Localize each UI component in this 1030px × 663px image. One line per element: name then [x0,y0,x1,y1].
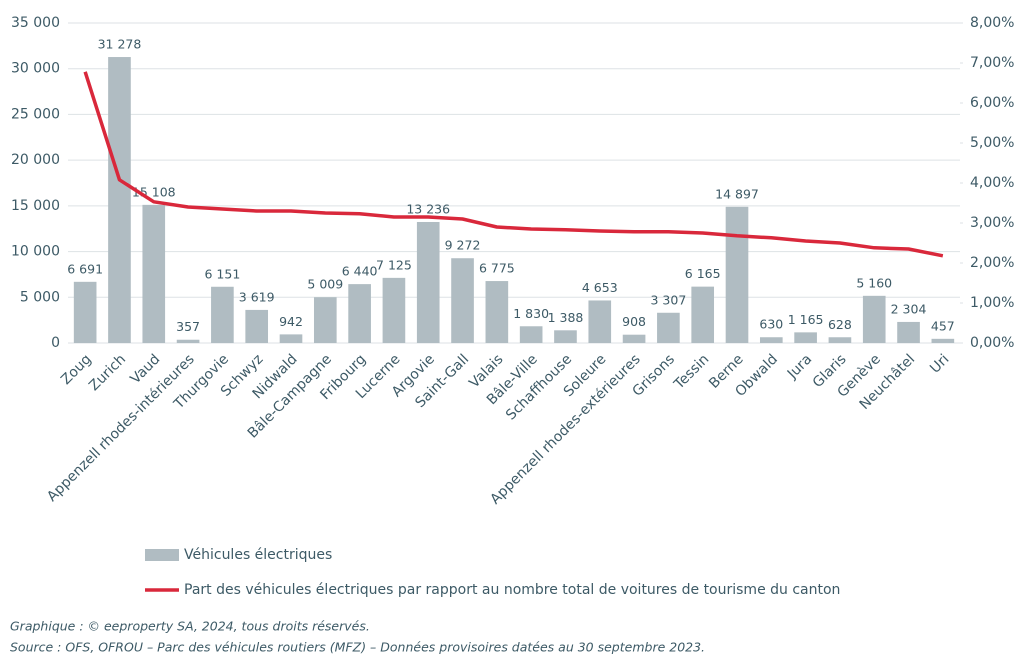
value-label: 630 [759,317,783,332]
bar [828,337,852,343]
legend-label: Véhicules électriques [184,547,332,563]
bar [622,334,646,343]
y-tick-label: 25 000 [11,106,60,122]
bar [657,312,680,343]
value-label: 7 125 [376,257,412,272]
y-tick-label: 0 [51,335,60,351]
y-tick-label: 10 000 [11,244,60,260]
line [83,71,944,258]
value-label: 31 278 [98,37,142,52]
value-label: 3 619 [239,289,275,304]
y2-tick-label: 4,00% [970,175,1014,191]
bar [725,206,749,343]
bar [348,284,371,343]
y2-tick-label: 6,00% [970,95,1014,111]
value-label: 1 165 [788,312,824,327]
value-label: 5 009 [307,277,343,292]
y2-tick-label: 3,00% [970,215,1014,231]
value-label: 942 [279,314,303,329]
bar [485,281,509,343]
y2-tick-label: 1,00% [970,295,1014,311]
value-label: 6 691 [67,261,103,276]
y-tick-label: 5 000 [20,289,60,305]
x-tick-label: Uri [927,351,952,376]
bar [211,286,234,343]
value-label: 6 165 [685,266,721,281]
value-label: 1 388 [548,310,584,325]
bar [451,258,474,343]
value-label: 9 272 [445,238,481,253]
x-tick-label: Zurich [86,351,129,394]
y2-tick-label: 7,00% [970,55,1014,71]
y2-tick-label: 5,00% [970,135,1014,151]
y2-tick-label: 8,00% [970,15,1014,31]
y-tick-label: 15 000 [11,198,60,214]
bar [691,286,715,343]
value-label: 457 [931,318,955,333]
value-label: 3 307 [650,292,686,307]
bar [554,330,577,343]
value-label: 908 [622,314,646,329]
value-label: 6 440 [342,264,378,279]
bar [176,339,200,343]
value-label: 5 160 [856,275,892,290]
credit-note: Graphique : © eeproperty SA, 2024, tous … [10,619,370,634]
source-note: Source : OFS, OFROU – Parc des véhicules… [10,640,705,655]
value-label: 2 304 [891,301,927,316]
bar [73,281,97,343]
value-label: 1 830 [513,306,549,321]
y2-tick-label: 2,00% [970,255,1014,271]
value-label: 628 [828,317,852,332]
x-tick-label: Tessin [671,351,713,393]
bar [519,326,543,343]
y2-tick-label: 0,00% [970,335,1014,351]
bar [759,337,783,343]
y-tick-label: 20 000 [11,152,60,168]
bar [382,277,406,343]
bar [142,204,166,343]
bar [313,297,337,343]
bar [931,338,955,343]
value-label: 357 [176,319,200,334]
bar [588,300,612,343]
bar [416,221,440,343]
bar [897,321,920,343]
bar [108,57,131,343]
legend-label: Part des véhicules électriques par rappo… [184,582,840,598]
y-tick-label: 35 000 [11,15,60,31]
value-label: 6 775 [479,261,515,276]
y-tick-label: 30 000 [11,61,60,77]
value-label: 4 653 [582,280,618,295]
value-label: 6 151 [204,266,240,281]
bar [794,332,817,343]
bar [245,309,269,343]
bar [279,334,303,343]
value-label: 13 236 [406,201,450,216]
value-label: 14 897 [715,186,759,201]
bar [862,295,886,343]
legend-swatch [145,549,179,561]
